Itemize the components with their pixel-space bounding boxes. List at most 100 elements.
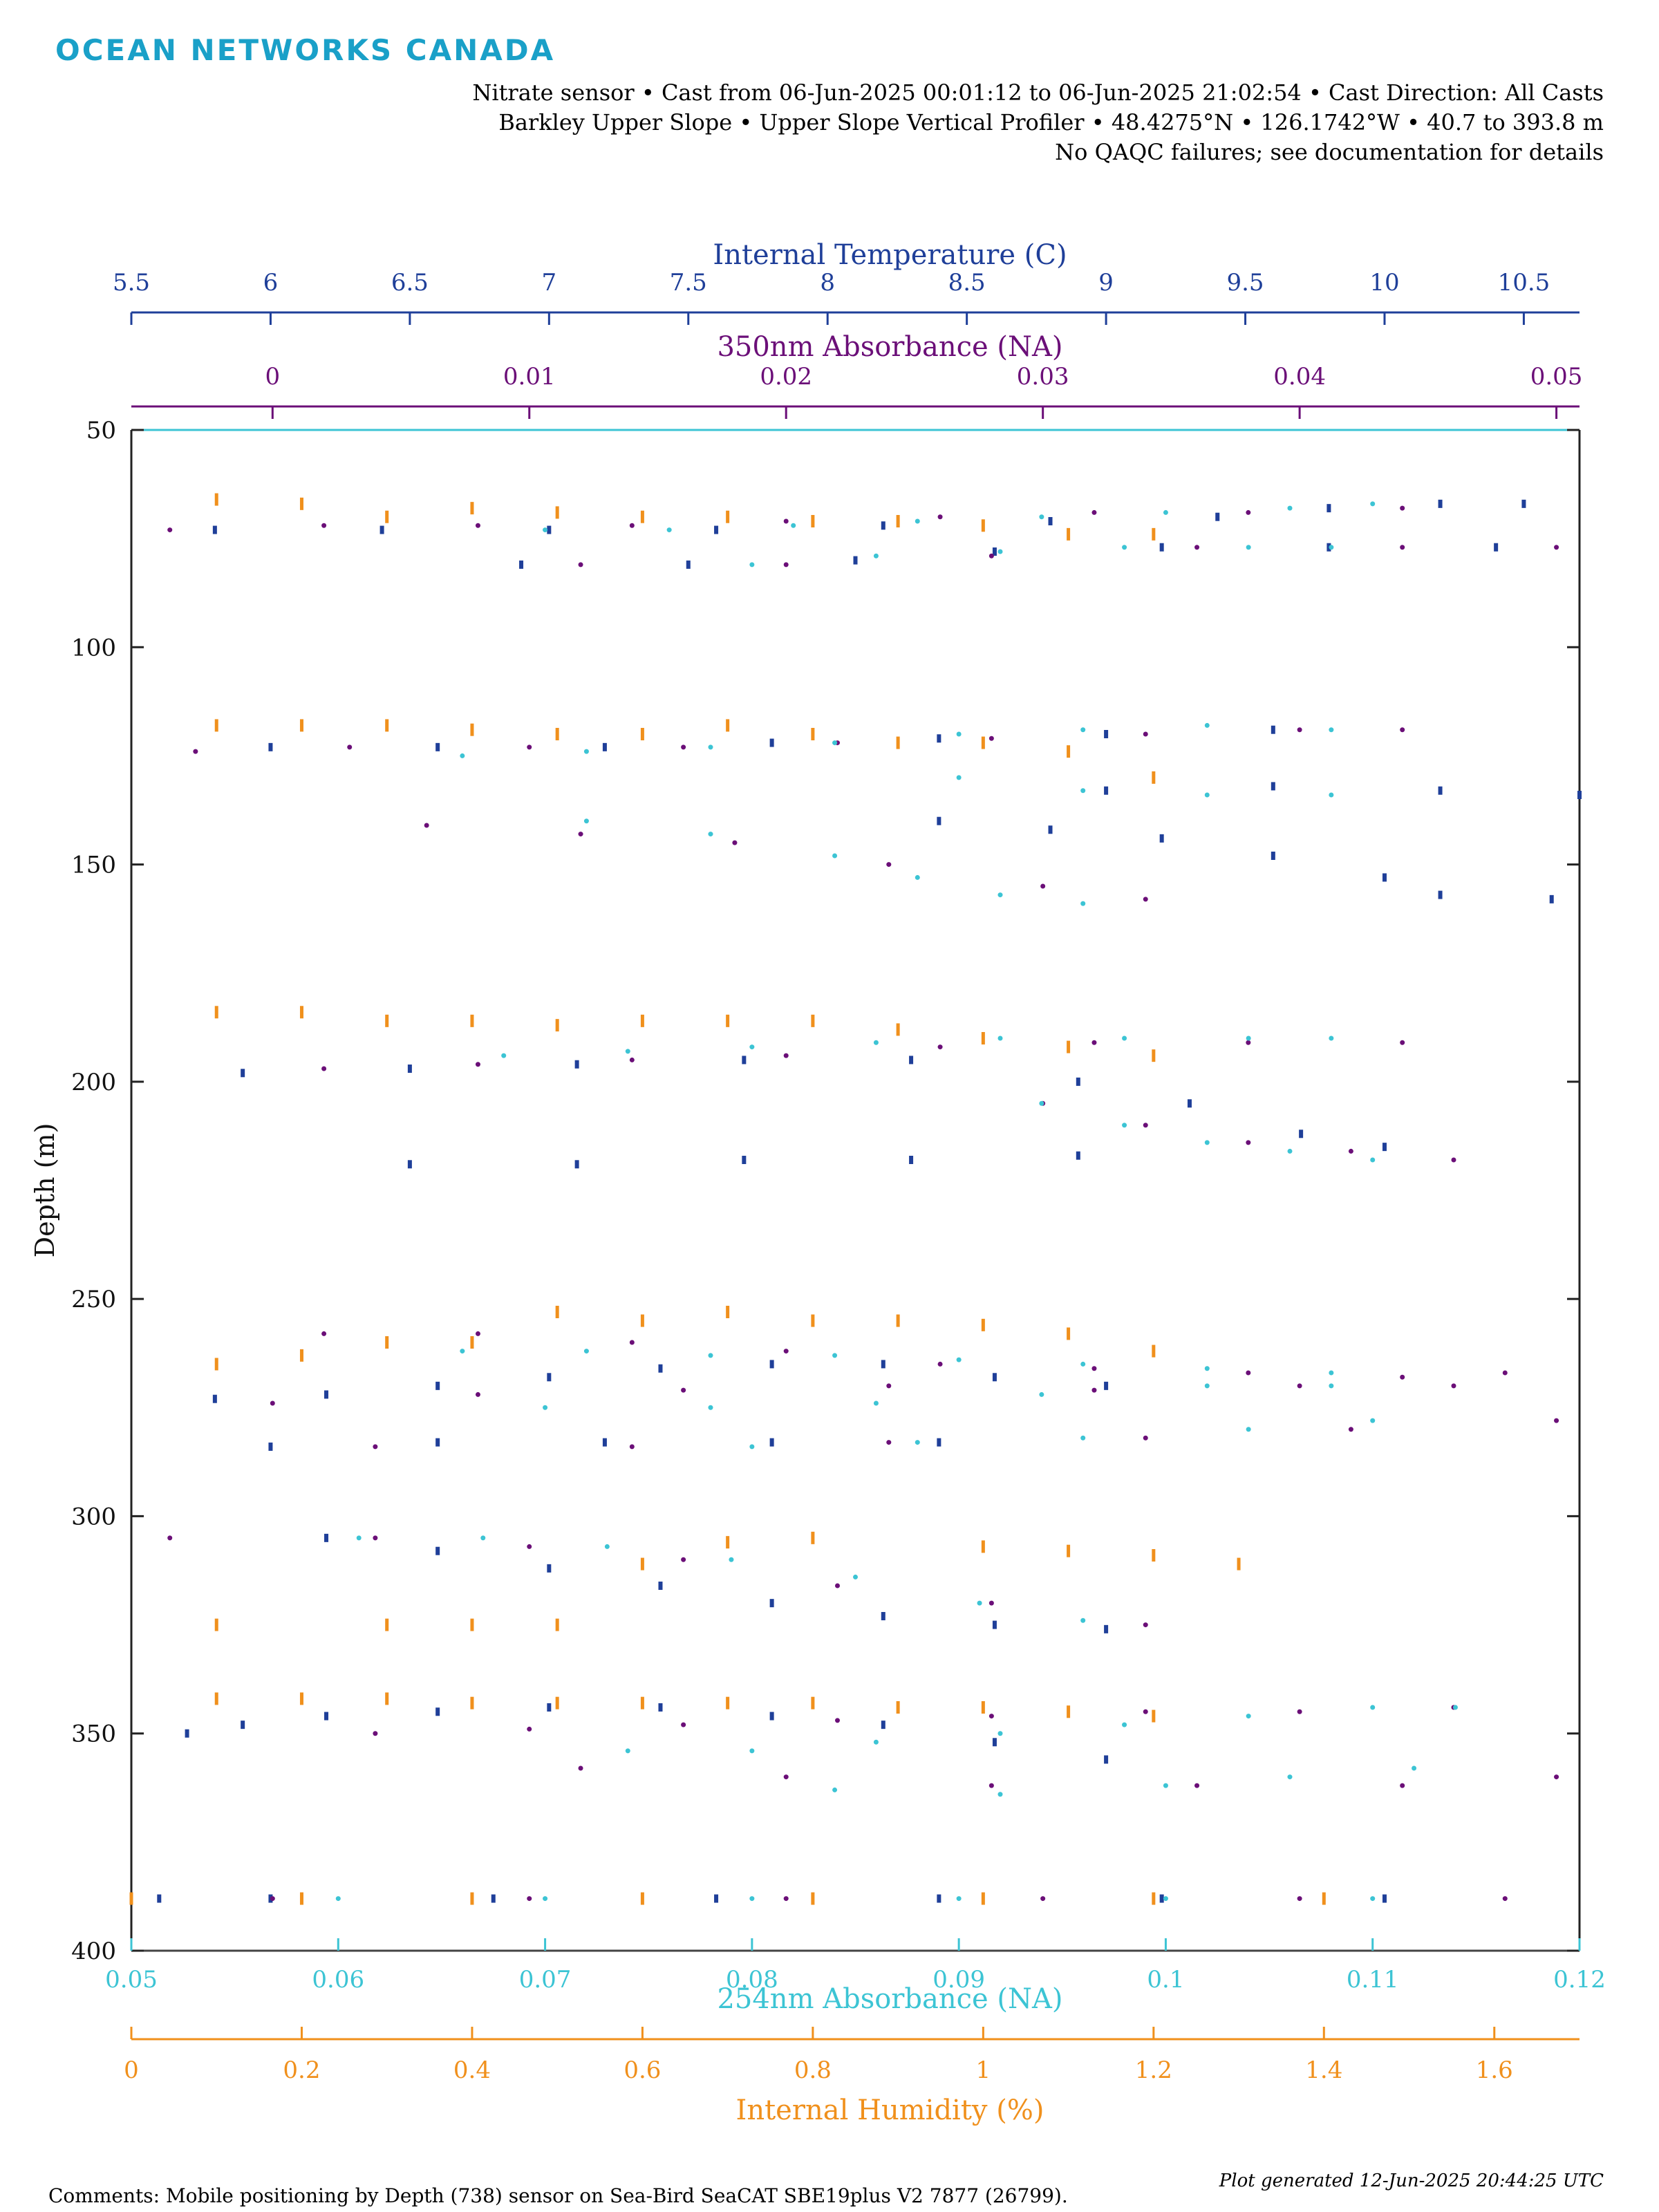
abs350-point [937,514,943,520]
abs350-point [1451,1157,1456,1163]
abs254-point [583,818,589,824]
abs350-point [475,1391,480,1397]
humidity-point [470,1892,474,1905]
abs350-point [937,1044,943,1050]
abs254-point [1163,509,1168,515]
abs254-point [749,1748,755,1754]
abs254-point [956,775,962,780]
humidity-point [555,1019,559,1032]
humidity-point [385,510,389,523]
temperature-point [407,1065,412,1073]
abs350-point [783,562,789,568]
humidity-point [1152,1549,1156,1562]
humidity-point [896,1701,900,1714]
abs350-point [629,1340,635,1345]
humidity-point [1067,745,1071,758]
abs350-point [1091,1040,1097,1045]
abs254-point [1370,1896,1376,1902]
abs350-point [373,1731,378,1736]
abs350-point [886,1383,892,1389]
humidity-point [726,510,730,523]
abs350-point [475,1062,480,1067]
humidity-point [1067,527,1071,541]
abs254-point [873,1739,879,1745]
temperature-point [937,734,941,743]
abs254-point [1329,545,1334,550]
abs350-point [1297,727,1302,733]
abs254-point [1246,1714,1251,1719]
abs254-point [708,1405,713,1410]
temperature-tick-label: 8 [820,269,835,297]
abs254-point [708,744,713,750]
abs350-point [1554,545,1559,550]
abs350-point [1400,505,1405,511]
abs254-point [915,874,920,880]
abs350-point [193,749,198,754]
abs254-point [873,1400,879,1406]
humidity-point [1067,1327,1071,1340]
abs350-point [1400,1374,1405,1380]
abs254-point [1370,1418,1376,1423]
temperature-point [881,1721,885,1730]
depth-tick-label: 200 [71,1069,116,1096]
temperature-point [1271,782,1275,791]
temperature-point [491,1894,496,1903]
abs350-point [1091,1366,1097,1371]
humidity-point [640,1696,644,1709]
temperature-point [1382,1143,1387,1152]
abs350-point [988,1714,994,1719]
abs350-point [1143,1709,1148,1714]
temperature-point [324,1712,329,1721]
temperature-point [1438,786,1443,795]
temperature-point [1549,894,1554,903]
abs254-point [501,1053,507,1058]
temperature-axis-label: Internal Temperature (C) [713,239,1067,271]
temperature-point [574,1160,579,1169]
humidity-point [811,1696,815,1709]
abs254-point [1287,505,1293,511]
abs350-point [1091,1387,1097,1393]
abs254-point [997,549,1003,554]
humidity-point [555,1696,559,1709]
abs254-point [1080,901,1086,906]
abs254-point [1039,1100,1044,1106]
abs350-point [321,1066,327,1071]
temperature-point [1104,1755,1109,1764]
humidity-tick-label: 0.6 [624,2056,661,2084]
abs254-point [480,1535,486,1541]
abs254-point [1039,1391,1044,1397]
abs350-point [988,1783,994,1788]
humidity-point [555,728,559,740]
humidity-point [1152,1709,1156,1723]
abs254-point [729,1557,734,1562]
abs254-point [1370,501,1376,507]
abs254-point [853,1574,858,1580]
humidity-point [981,1318,985,1331]
temperature-point [547,1564,552,1573]
abs350-point [1400,727,1405,733]
humidity-point [470,1696,474,1709]
abs350-series [167,505,1559,1902]
humidity-point [896,1314,900,1327]
depth-tick-label: 350 [71,1721,116,1748]
abs254-point [873,1040,879,1045]
data-points [129,493,1582,1905]
humidity-tick-label: 0 [124,2056,139,2084]
abs254-tick-label: 0.06 [312,1966,364,1994]
abs254-point [356,1535,362,1541]
abs350-point [424,823,429,828]
abs254-point [460,753,465,758]
abs350-point [1143,1435,1148,1441]
temperature-point [658,1703,663,1712]
temperature-point [853,556,858,565]
abs254-point [1370,1157,1376,1163]
temperature-point [1299,1130,1304,1138]
abs254-point [1080,1361,1086,1367]
temperature-point [1327,504,1331,513]
abs254-point [1122,545,1127,550]
abs350-point [321,1331,327,1336]
humidity-point [1152,527,1156,541]
abs350-point [167,527,173,533]
abs254-tick-label: 0.12 [1553,1966,1606,1994]
